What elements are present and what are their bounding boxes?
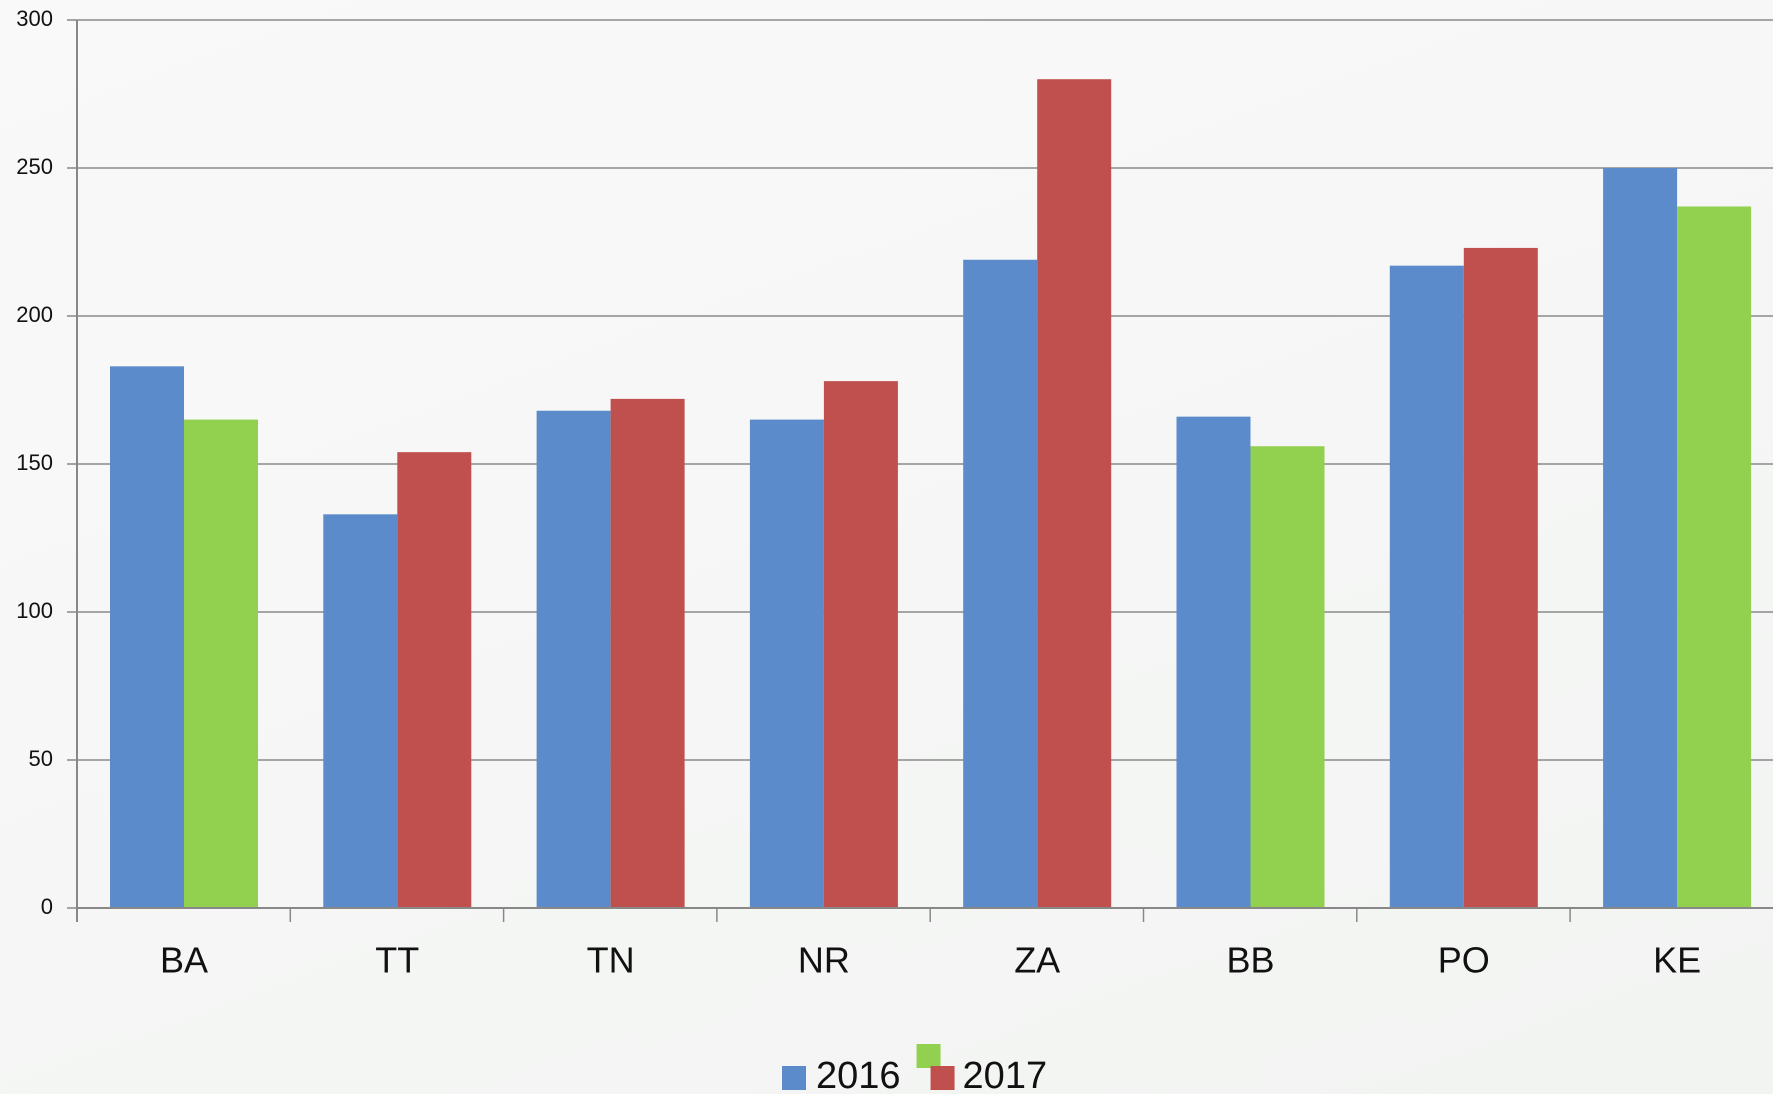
bar (963, 259, 1038, 908)
bar (1677, 206, 1752, 909)
bar (1176, 416, 1251, 908)
x-tick-label: ZA (1014, 940, 1060, 981)
legend-label: 2016 (816, 1055, 901, 1094)
y-tick-label: 100 (16, 598, 53, 623)
y-tick-label: 250 (16, 154, 53, 179)
legend-swatch (930, 1066, 955, 1090)
x-tick-label: NR (798, 940, 850, 981)
legend-label: 2017 (963, 1055, 1048, 1094)
legend-swatch (782, 1066, 806, 1090)
bar (610, 398, 685, 908)
y-tick-label: 50 (29, 746, 53, 771)
legend-swatch (916, 1044, 941, 1068)
bar (1603, 168, 1678, 908)
y-tick-label: 300 (16, 6, 53, 31)
bar (1463, 247, 1538, 909)
x-tick-label: BA (160, 940, 208, 981)
bar (110, 366, 184, 908)
bar (536, 410, 611, 908)
bar (1250, 446, 1325, 908)
x-tick-label: TN (587, 940, 635, 981)
bar (749, 419, 824, 908)
bar (1389, 265, 1464, 908)
y-tick-label: 200 (16, 302, 53, 327)
bar (397, 452, 472, 908)
bar (184, 419, 258, 908)
x-tick-label: KE (1653, 940, 1701, 981)
bar (1037, 79, 1112, 908)
x-tick-label: BB (1226, 940, 1274, 981)
bar (323, 514, 398, 908)
y-tick-label: 0 (41, 894, 53, 919)
x-tick-label: PO (1438, 940, 1490, 981)
x-tick-label: TT (375, 940, 419, 981)
y-tick-label: 150 (16, 450, 53, 475)
bar (823, 381, 898, 908)
